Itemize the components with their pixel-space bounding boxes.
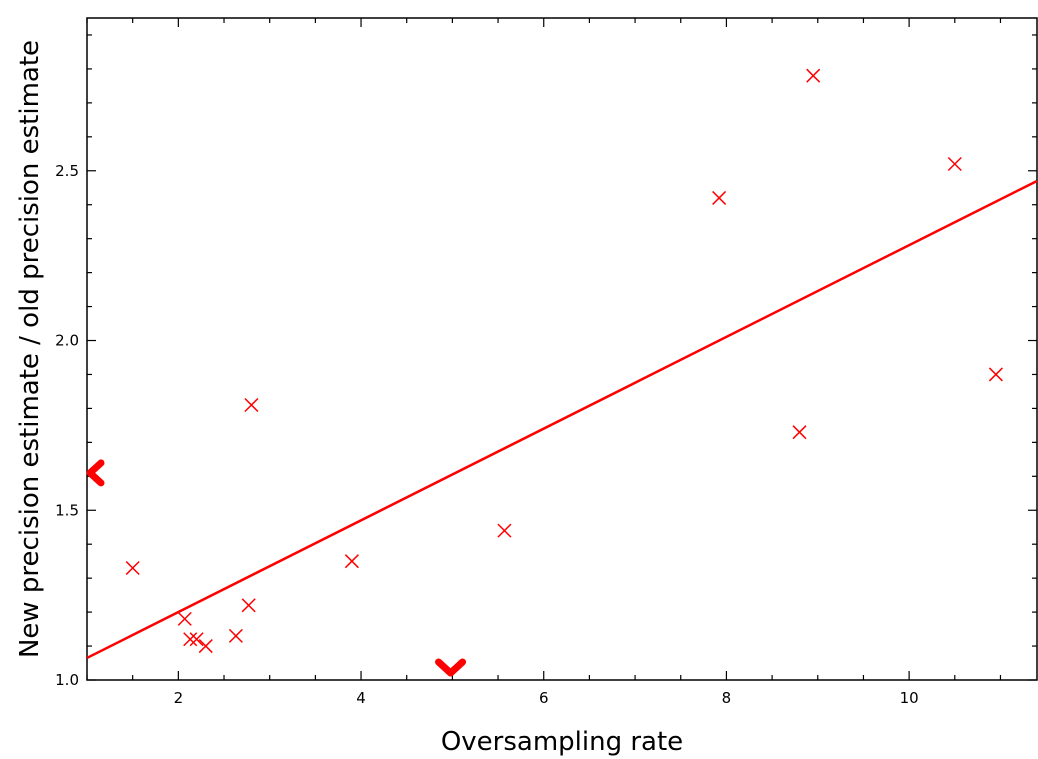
data-point [198, 639, 213, 654]
x-axis-tick-labels: 2 4 6 8 10 [174, 689, 919, 707]
axis-markers [86, 459, 467, 677]
x-axis-marker [435, 658, 467, 677]
y-tick-label: 1.0 [55, 671, 79, 689]
x-tick-label: 4 [356, 689, 366, 707]
data-point [228, 628, 243, 643]
y-axis-ticks [87, 34, 1037, 681]
x-tick-label: 2 [174, 689, 184, 707]
data-point [125, 560, 140, 575]
x-axis-ticks [86, 18, 1002, 680]
data-point [241, 598, 256, 613]
data-point [244, 397, 259, 413]
x-tick-label: 8 [722, 689, 732, 707]
y-axis-title: New precision estimate / old precision e… [15, 40, 45, 658]
data-point [947, 156, 962, 172]
y-axis-marker [86, 459, 105, 487]
y-tick-label: 2.5 [55, 162, 79, 180]
data-point [792, 425, 807, 440]
data-point [806, 68, 821, 83]
data-point [189, 632, 204, 647]
data-point [712, 190, 727, 205]
y-tick-label: 1.5 [55, 501, 79, 519]
data-points [125, 68, 1003, 654]
fit-line [86, 179, 1038, 660]
plot-frame [86, 17, 1038, 681]
x-axis-title: Oversampling rate [441, 727, 683, 757]
y-tick-label: 2.0 [55, 332, 79, 350]
x-tick-label: 10 [900, 689, 919, 707]
fit-line-group [86, 179, 1038, 660]
x-tick-label: 6 [539, 689, 549, 707]
data-point [988, 367, 1003, 382]
data-point [497, 523, 512, 538]
y-axis-tick-labels: 1.0 1.5 2.0 2.5 [55, 162, 79, 689]
data-point [177, 611, 192, 626]
data-point [183, 632, 198, 647]
data-point [344, 554, 359, 569]
